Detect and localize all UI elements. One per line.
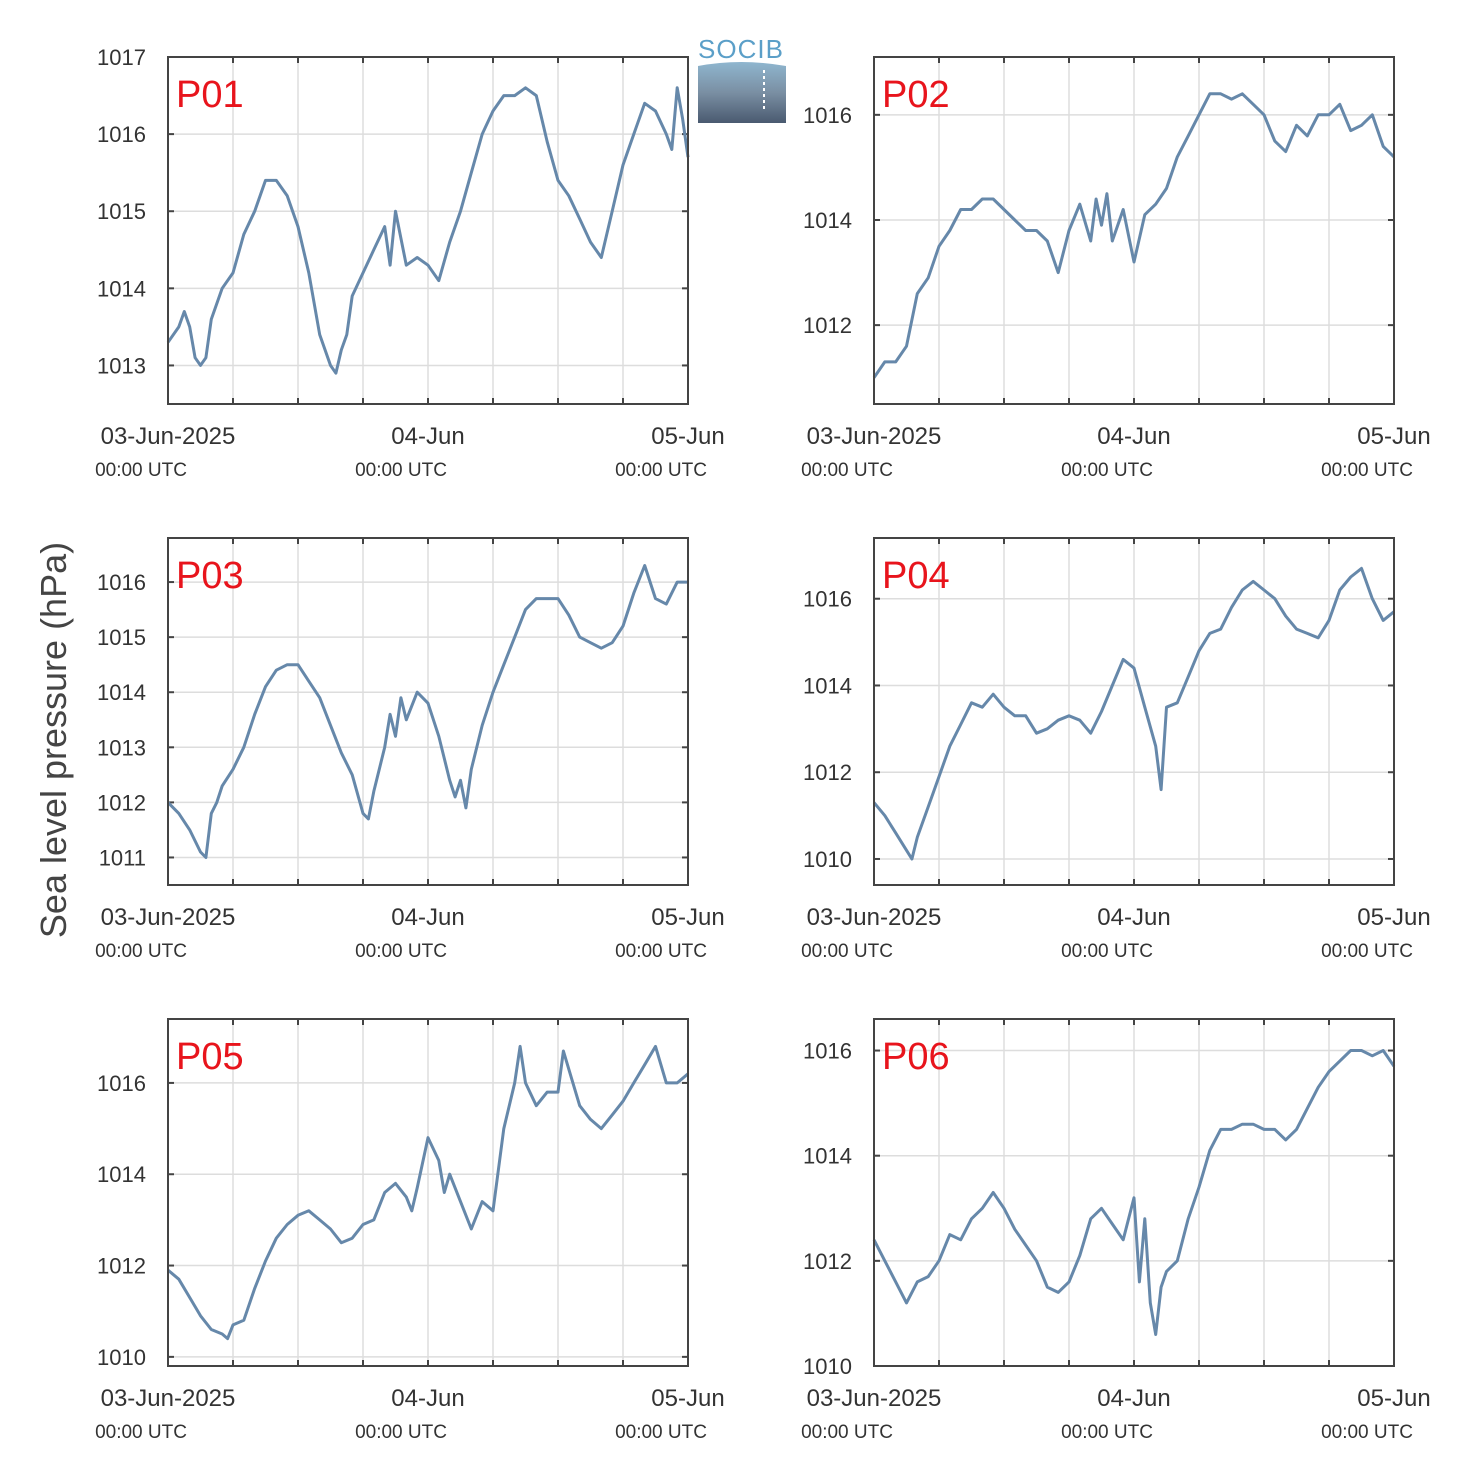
chart-panel-p01: 1013 1014 1015 1016 1017 03-Jun-2025 00:00 UTC… (95, 45, 725, 481)
y-tick-label: 1010 (803, 847, 852, 872)
x-tick-sublabel: 00:00 UTC (615, 460, 707, 481)
y-tick-label: 1016 (97, 122, 146, 147)
x-tick-label: 05-Jun (1357, 1385, 1430, 1412)
y-tick-label: 1014 (803, 208, 852, 233)
x-tick-label: 05-Jun (651, 1385, 724, 1412)
x-tick-sublabel: 00:00 UTC (1061, 1422, 1153, 1443)
series-line-p04 (872, 566, 1395, 861)
x-tick-label: 04-Jun (391, 423, 464, 450)
y-tick-label: 1013 (97, 735, 146, 760)
y-tick-label: 1014 (803, 673, 852, 698)
x-tick-label: 04-Jun (1097, 1385, 1170, 1412)
x-tick-sublabel: 00:00 UTC (355, 1422, 447, 1443)
chart-panel-p06: 1010 1012 1014 1016 03-Jun-2025 00:00 UTC 04-J… (801, 1018, 1431, 1443)
x-tick-sublabel: 00:00 UTC (1321, 941, 1413, 962)
x-tick-sublabel: 00:00 UTC (1321, 460, 1413, 481)
x-tick-label: 03-Jun-2025 (807, 1385, 942, 1412)
x-tick-sublabel: 00:00 UTC (1061, 460, 1153, 481)
plot-frame (873, 56, 1395, 405)
x-tick-sublabel: 00:00 UTC (1321, 1422, 1413, 1443)
y-tick-label: 1013 (97, 353, 146, 378)
x-tick-label: 05-Jun (651, 904, 724, 931)
chart-panel-p04: 1010 1012 1014 1016 03-Jun-2025 00:00 UTC 04-J… (801, 537, 1431, 962)
x-tick-sublabel: 00:00 UTC (801, 941, 893, 962)
x-tick-label: 03-Jun-2025 (101, 1385, 236, 1412)
y-tick-label: 1011 (99, 845, 146, 870)
x-tick-label: 04-Jun (1097, 423, 1170, 450)
y-tick-label: 1012 (803, 760, 852, 785)
socib-logo-text: SOCIB (698, 34, 784, 64)
y-tick-label: 1016 (803, 587, 852, 612)
y-tick-label: 1017 (97, 45, 146, 70)
x-tick-label: 03-Jun-2025 (101, 423, 236, 450)
x-tick-sublabel: 00:00 UTC (801, 460, 893, 481)
panel-label: P02 (882, 74, 950, 116)
panel-label: P04 (882, 555, 950, 597)
y-tick-label: 1012 (97, 1254, 146, 1279)
plot-frame (167, 1018, 689, 1367)
x-tick-sublabel: 00:00 UTC (1061, 941, 1153, 962)
plot-frame (873, 1018, 1395, 1367)
y-tick-label: 1014 (97, 1162, 146, 1187)
x-tick-label: 03-Jun-2025 (807, 423, 942, 450)
series-line-p05 (167, 1044, 689, 1341)
chart-panel-p05: 1010 1012 1014 1016 03-Jun-2025 00:00 UTC 04-J… (95, 1018, 725, 1443)
plot-frame (873, 537, 1395, 886)
series-line-p03 (166, 564, 688, 859)
y-tick-label: 1012 (803, 313, 852, 338)
x-tick-sublabel: 00:00 UTC (95, 941, 187, 962)
x-tick-label: 05-Jun (1357, 904, 1430, 931)
x-tick-sublabel: 00:00 UTC (355, 460, 447, 481)
x-tick-label: 04-Jun (391, 1385, 464, 1412)
x-tick-label: 03-Jun-2025 (807, 904, 942, 931)
y-tick-label: 1010 (803, 1354, 852, 1379)
y-tick-label: 1016 (97, 1071, 146, 1096)
y-tick-label: 1016 (97, 570, 146, 595)
y-tick-label: 1014 (97, 680, 146, 705)
panel-label: P06 (882, 1036, 950, 1078)
series-line-p06 (872, 1049, 1396, 1336)
chart-panel-p03: 1011 1012 1013 1014 1015 1016 03-Jun-2025 00:00… (95, 537, 725, 962)
y-tick-label: 1012 (97, 790, 146, 815)
y-tick-label: 1015 (97, 199, 146, 224)
x-tick-sublabel: 00:00 UTC (801, 1422, 893, 1443)
plot-frame (167, 537, 689, 886)
panel-label: P03 (176, 555, 244, 597)
y-tick-label: 1016 (803, 103, 852, 128)
y-tick-label: 1015 (97, 625, 146, 650)
x-tick-sublabel: 00:00 UTC (615, 941, 707, 962)
y-tick-label: 1010 (97, 1345, 146, 1370)
socib-logo: SOCIB (698, 34, 786, 123)
x-tick-sublabel: 00:00 UTC (95, 1422, 187, 1443)
series-line-p01 (166, 86, 690, 375)
x-tick-sublabel: 00:00 UTC (355, 941, 447, 962)
x-tick-sublabel: 00:00 UTC (615, 1422, 707, 1443)
series-line-p02 (872, 92, 1396, 379)
x-tick-label: 04-Jun (1097, 904, 1170, 931)
x-tick-label: 04-Jun (391, 904, 464, 931)
y-tick-label: 1014 (803, 1144, 852, 1169)
x-tick-label: 05-Jun (651, 423, 724, 450)
plot-frame (167, 56, 689, 405)
y-axis-label: Sea level pressure (hPa) (33, 542, 74, 938)
y-tick-label: 1016 (803, 1039, 852, 1064)
y-tick-label: 1012 (803, 1249, 852, 1274)
x-tick-label: 05-Jun (1357, 423, 1430, 450)
x-tick-label: 03-Jun-2025 (101, 904, 236, 931)
panel-label: P05 (176, 1036, 244, 1078)
y-tick-label: 1014 (97, 276, 146, 301)
chart-panel-p02: 1012 1014 1016 03-Jun-2025 00:00 UTC 04-Jun 00… (801, 56, 1431, 481)
x-tick-sublabel: 00:00 UTC (95, 460, 187, 481)
panel-label: P01 (176, 74, 244, 116)
